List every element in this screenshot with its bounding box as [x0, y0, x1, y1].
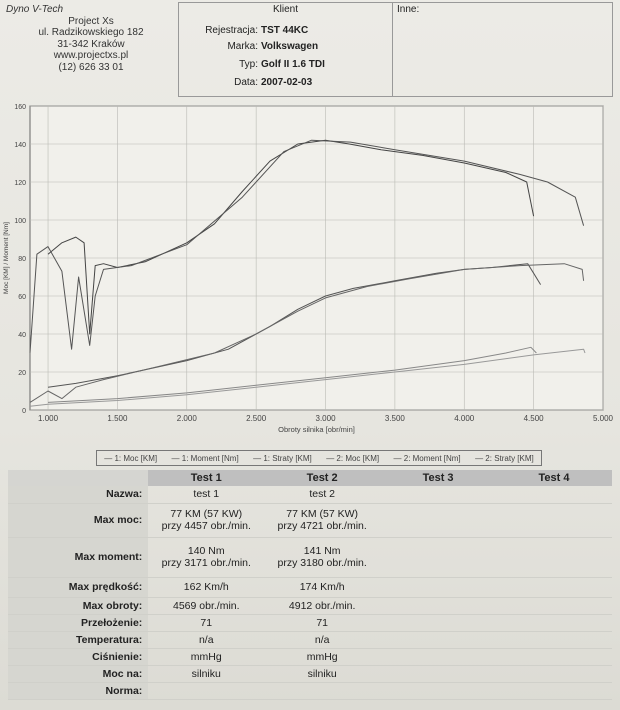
- client-label: Typ:: [239, 59, 258, 70]
- other-header: Inne:: [397, 4, 420, 15]
- company-address: ul. Radzikowskiego 182: [38, 27, 144, 38]
- company-city: 31-342 Kraków: [57, 38, 125, 50]
- company-phone: (12) 626 33 01: [58, 61, 124, 73]
- series-line: [47, 139, 535, 335]
- table-row: Max prędkość: 162 Km/h 174 Km/h: [8, 577, 612, 598]
- column-test1: Test 1: [148, 470, 265, 486]
- legend-entry: — 1: Moment [Nm]: [171, 453, 239, 463]
- column-test4: Test 4: [496, 470, 612, 486]
- series-line: [29, 139, 585, 354]
- y-tick-label: 60: [18, 294, 26, 301]
- table-row: Nazwa: test 1 test 2: [8, 486, 612, 504]
- series-line: [29, 263, 585, 403]
- x-tick-label: 4.500: [524, 414, 545, 423]
- company-brand: Dyno V-Tech: [6, 4, 64, 15]
- client-value: 2007-02-03: [261, 77, 313, 88]
- x-tick-label: 1.000: [38, 414, 59, 423]
- legend-entry: — 2: Straty [KM]: [475, 453, 534, 463]
- chart-legend: — 1: Moc [KM] — 1: Moment [Nm] — 1: Stra…: [96, 450, 542, 466]
- x-tick-label: 4.000: [454, 414, 475, 423]
- y-axis-label: Moc [KM] / Moment [Nm]: [3, 222, 10, 294]
- table-row: Ciśnienie: mmHg mmHg: [8, 648, 612, 666]
- x-tick-label: 1.500: [107, 414, 128, 423]
- table-row: Max moment: 140 Nm przy 3171 obr./min. 14…: [8, 537, 612, 578]
- y-tick-label: 100: [14, 218, 26, 225]
- company-info: Dyno V-Tech Project Xs ul. Radzikowskieg…: [6, 4, 176, 73]
- legend-entry: — 1: Moc [KM]: [104, 453, 158, 463]
- y-tick-label: 160: [14, 104, 26, 111]
- x-axis-label: Obroty silnika [obr/min]: [278, 425, 355, 434]
- table-row: Moc na: silniku silniku: [8, 665, 612, 683]
- company-website: www.projectxs.pl: [53, 50, 129, 61]
- column-test3: Test 3: [380, 470, 497, 486]
- table-row: Max obroty: 4569 obr./min. 4912 obr./min…: [8, 597, 612, 615]
- y-tick-label: 140: [14, 142, 26, 149]
- client-box: Klient Rejestracja: TST 44KC Marka: Volk…: [178, 2, 393, 97]
- table-row: Max moc: 77 KM (57 KW) przy 4457 obr./min…: [8, 503, 612, 538]
- dyno-chart: 0 20 40 60 80 100 120 140 160 1.000 1.500 2.000 2.50…: [3, 104, 614, 434]
- client-value: Volkswagen: [261, 41, 319, 52]
- company-line: Project Xs: [68, 15, 114, 27]
- results-table: Test 1 Test 2 Test 3 Test 4 Nazwa: test …: [8, 470, 612, 700]
- client-label: Marka:: [227, 41, 258, 52]
- client-value: Golf II 1.6 TDI: [261, 59, 325, 70]
- legend-entry: — 1: Straty [KM]: [253, 453, 312, 463]
- x-tick-label: 3.000: [316, 414, 337, 423]
- y-tick-label: 20: [18, 370, 26, 377]
- y-tick-label: 120: [14, 180, 26, 187]
- table-row: Temperatura: n/a n/a: [8, 631, 612, 649]
- x-tick-label: 2.500: [246, 414, 267, 423]
- table-row: Norma:: [8, 682, 612, 700]
- x-tick-label: 5.000: [593, 414, 614, 423]
- column-test2: Test 2: [264, 470, 381, 486]
- y-tick-label: 0: [22, 408, 26, 415]
- series-line: [29, 348, 586, 407]
- series-line: [47, 346, 537, 403]
- legend-entry: — 2: Moc [KM]: [326, 453, 380, 463]
- y-tick-label: 80: [18, 256, 26, 263]
- x-tick-label: 3.500: [385, 414, 406, 423]
- client-label: Rejestracja:: [205, 25, 258, 36]
- other-box: Inne:: [392, 2, 613, 97]
- table-row: Przełożenie: 71 71: [8, 614, 612, 632]
- results-header-row: Test 1 Test 2 Test 3 Test 4: [8, 470, 612, 486]
- legend-entry: — 2: Moment [Nm]: [393, 453, 461, 463]
- client-label: Data:: [234, 77, 258, 88]
- client-header: Klient: [272, 4, 298, 15]
- client-value: TST 44KC: [261, 25, 309, 36]
- y-tick-label: 40: [18, 332, 26, 339]
- x-tick-label: 2.000: [177, 414, 198, 423]
